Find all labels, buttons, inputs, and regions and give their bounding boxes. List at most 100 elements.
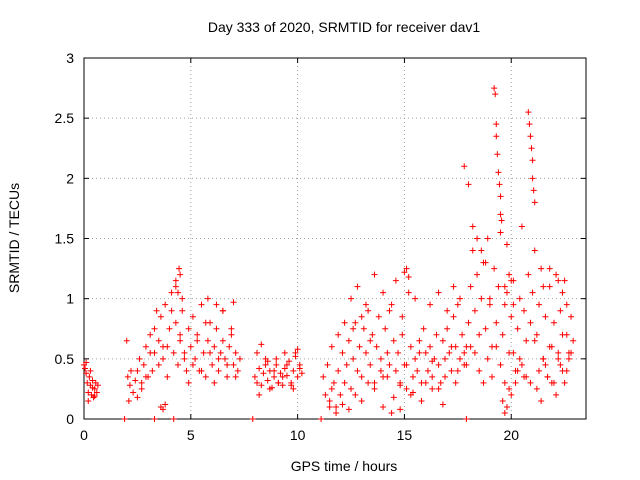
x-tick-label: 5 bbox=[187, 427, 195, 443]
data-point bbox=[271, 373, 278, 380]
data-point bbox=[518, 361, 525, 368]
data-point bbox=[343, 361, 350, 368]
data-point bbox=[412, 295, 419, 302]
data-point bbox=[83, 359, 90, 366]
data-point bbox=[174, 361, 181, 368]
data-point bbox=[392, 367, 399, 374]
data-points bbox=[81, 85, 577, 422]
data-point bbox=[207, 349, 214, 356]
data-point bbox=[236, 355, 243, 362]
data-point bbox=[503, 403, 510, 410]
data-point bbox=[160, 355, 167, 362]
data-point bbox=[155, 337, 162, 344]
data-point bbox=[392, 277, 399, 284]
data-point bbox=[563, 301, 570, 308]
data-point bbox=[516, 355, 523, 362]
data-point bbox=[546, 265, 553, 272]
data-point bbox=[427, 301, 434, 308]
data-point bbox=[170, 349, 177, 356]
y-axis-label: SRMTID / TECUs bbox=[6, 183, 22, 293]
data-point bbox=[397, 382, 404, 389]
data-point bbox=[506, 271, 513, 278]
data-point bbox=[204, 295, 211, 302]
data-point bbox=[377, 367, 384, 374]
data-point bbox=[401, 269, 408, 276]
data-point bbox=[221, 355, 228, 362]
data-point bbox=[213, 301, 220, 308]
data-point bbox=[198, 367, 205, 374]
data-point bbox=[142, 373, 149, 380]
data-point bbox=[399, 313, 406, 320]
data-point bbox=[273, 355, 280, 362]
data-point bbox=[330, 379, 337, 386]
data-point bbox=[183, 367, 190, 374]
data-point bbox=[121, 416, 128, 422]
data-point bbox=[333, 409, 340, 416]
data-point bbox=[85, 397, 92, 404]
data-point bbox=[324, 361, 331, 368]
data-point bbox=[341, 379, 348, 386]
data-point bbox=[136, 355, 143, 362]
data-point bbox=[160, 343, 167, 350]
data-point bbox=[348, 295, 355, 302]
data-point bbox=[412, 355, 419, 362]
data-point bbox=[521, 307, 528, 314]
data-point bbox=[228, 325, 235, 332]
data-point bbox=[362, 301, 369, 308]
data-point bbox=[491, 265, 498, 272]
data-point bbox=[444, 325, 451, 332]
data-point bbox=[429, 385, 436, 392]
data-point bbox=[546, 283, 553, 290]
data-point bbox=[365, 379, 372, 386]
data-point bbox=[388, 409, 395, 416]
data-point bbox=[527, 379, 534, 386]
data-point bbox=[294, 373, 301, 380]
data-point bbox=[469, 247, 476, 254]
data-point bbox=[134, 394, 141, 401]
data-point bbox=[506, 385, 513, 392]
data-point bbox=[277, 370, 284, 377]
data-point bbox=[187, 343, 194, 350]
data-point bbox=[416, 337, 423, 344]
data-point bbox=[439, 401, 446, 408]
data-point bbox=[124, 373, 131, 380]
data-point bbox=[442, 355, 449, 362]
data-point bbox=[474, 235, 481, 242]
data-point bbox=[380, 289, 387, 296]
data-point bbox=[497, 361, 504, 368]
data-point bbox=[164, 373, 171, 380]
data-point bbox=[452, 379, 459, 386]
data-point bbox=[380, 403, 387, 410]
data-point bbox=[298, 370, 305, 377]
data-point bbox=[262, 361, 269, 368]
data-point bbox=[358, 373, 365, 380]
data-point bbox=[471, 349, 478, 356]
data-point bbox=[172, 319, 179, 326]
data-point bbox=[215, 355, 222, 362]
data-point bbox=[149, 367, 156, 374]
data-point bbox=[192, 355, 199, 362]
data-point bbox=[281, 349, 288, 356]
data-point bbox=[155, 361, 162, 368]
data-point bbox=[283, 372, 290, 379]
data-point bbox=[553, 391, 560, 398]
data-point bbox=[494, 151, 501, 158]
data-point bbox=[390, 394, 397, 401]
data-point bbox=[480, 379, 487, 386]
data-point bbox=[461, 163, 468, 170]
data-point bbox=[358, 313, 365, 320]
data-point bbox=[403, 361, 410, 368]
data-point bbox=[249, 416, 256, 422]
data-point bbox=[168, 307, 175, 314]
grid bbox=[84, 58, 586, 419]
data-point bbox=[126, 382, 133, 389]
data-point bbox=[448, 343, 455, 350]
data-point bbox=[232, 373, 239, 380]
data-point bbox=[127, 367, 134, 374]
data-point bbox=[322, 391, 329, 398]
data-point bbox=[260, 370, 267, 377]
data-point bbox=[540, 355, 547, 362]
data-point bbox=[559, 289, 566, 296]
data-point bbox=[405, 274, 412, 281]
data-point bbox=[442, 373, 449, 380]
